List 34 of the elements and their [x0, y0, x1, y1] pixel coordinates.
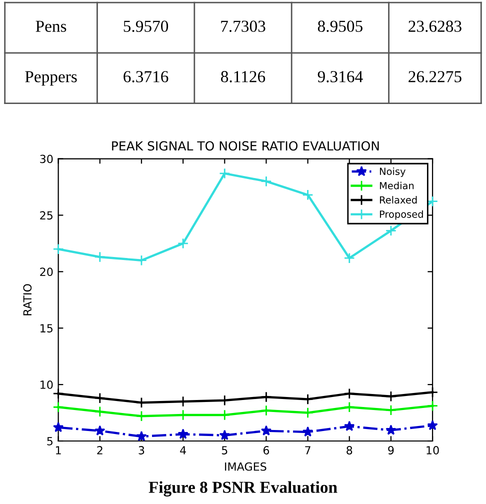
x-tick-label: 7 [305, 446, 310, 454]
text: 8.9505 [318, 20, 362, 32]
text: 9.3164 [318, 71, 363, 82]
text: Pens [36, 20, 66, 32]
text: 5.9570 [124, 20, 168, 32]
text: 23.6283 [408, 20, 462, 32]
y-tick-label: 25 [40, 211, 52, 220]
y-tick-label: 5 [47, 437, 52, 446]
text: Peppers [25, 71, 77, 86]
text: 7.7303 [221, 20, 266, 32]
legend-label: Proposed [380, 210, 423, 220]
x-tick-label: 4 [180, 446, 186, 454]
text: 26.2275 [408, 71, 462, 82]
x-tick-label: 1 [56, 446, 61, 454]
y-tick-label: 30 [40, 154, 53, 164]
legend-label: Median [380, 182, 414, 190]
x-tick-label: 5 [222, 446, 228, 454]
legend-label: Noisy [380, 168, 406, 177]
x-tick-label: 3 [138, 446, 144, 454]
x-tick-label: 2 [97, 446, 102, 454]
legend-label: Relaxed [380, 196, 417, 204]
x-tick-label: 10 [426, 446, 439, 454]
text: 6.3716 [124, 71, 168, 82]
y-tick-label: 10 [40, 380, 53, 389]
x-axis-title: IMAGES [225, 462, 266, 471]
y-tick-label: 20 [40, 268, 53, 276]
text: 8.1126 [221, 71, 266, 82]
x-tick-label: 6 [263, 446, 270, 454]
y-axis-title: RATIO [23, 284, 32, 316]
caption: Figure 8 PSNR Evaluation [148, 481, 338, 496]
x-tick-label: 9 [388, 446, 394, 454]
x-tick-label: 8 [346, 446, 352, 454]
y-tick-label: 15 [40, 324, 52, 332]
chart-title: PEAK SIGNAL TO NOISE RATIO EVALUATION [112, 141, 379, 151]
